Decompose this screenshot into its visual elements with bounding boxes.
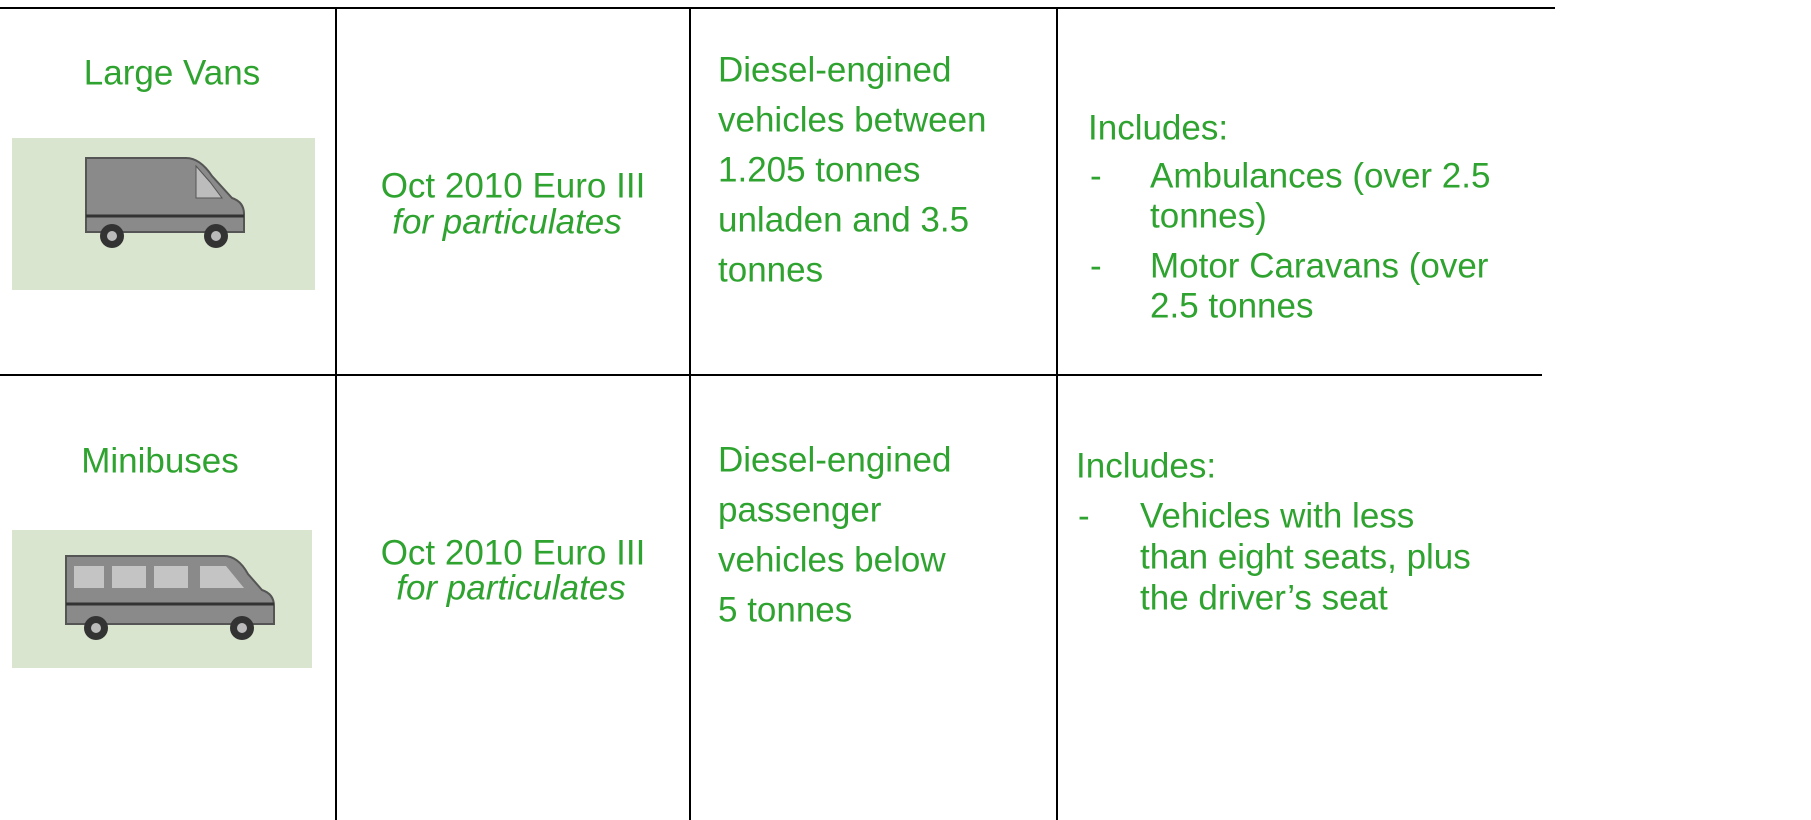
bullet-dash: - xyxy=(1090,156,1102,195)
description-line: passenger xyxy=(718,490,882,529)
standard-note: for particulates xyxy=(396,568,626,607)
description-line: vehicles between xyxy=(718,100,987,139)
standard-note: for particulates xyxy=(392,202,622,241)
bullet-dash: - xyxy=(1078,496,1090,535)
van-image xyxy=(12,138,315,290)
include-line: Ambulances (over 2.5 xyxy=(1150,156,1490,195)
include-line: Motor Caravans (over xyxy=(1150,246,1489,285)
includes-label: Includes: xyxy=(1088,108,1228,147)
standard: Oct 2010 Euro III xyxy=(381,166,646,205)
description-line: 5 tonnes xyxy=(718,590,852,629)
include-line: tonnes) xyxy=(1150,196,1267,235)
bullet-dash: - xyxy=(1090,246,1102,285)
description-line: Diesel-engined xyxy=(718,440,951,479)
include-line: the driver’s seat xyxy=(1140,578,1388,617)
description-line: unladen and 3.5 xyxy=(718,200,969,239)
description-line: 1.205 tonnes xyxy=(718,150,920,189)
description-line: vehicles below xyxy=(718,540,946,579)
include-line: 2.5 tonnes xyxy=(1150,286,1313,325)
description: Diesel-engined passenger vehicles below 5 t… xyxy=(718,440,951,629)
description-line: tonnes xyxy=(718,250,823,289)
includes-label: Includes: xyxy=(1076,446,1216,485)
standard: Oct 2010 Euro III xyxy=(381,533,646,572)
vehicle-name: Large Vans xyxy=(84,53,260,92)
minibus-image xyxy=(12,530,312,668)
description-line: Diesel-engined xyxy=(718,50,951,89)
vehicle-table: Large Vans Oct 2010 Euro III for particu… xyxy=(0,0,1811,820)
include-line: Vehicles with less xyxy=(1140,496,1414,535)
vehicle-name: Minibuses xyxy=(81,441,239,480)
description: Diesel-engined vehicles between 1.205 tonn… xyxy=(718,50,987,289)
include-line: than eight seats, plus xyxy=(1140,537,1471,576)
